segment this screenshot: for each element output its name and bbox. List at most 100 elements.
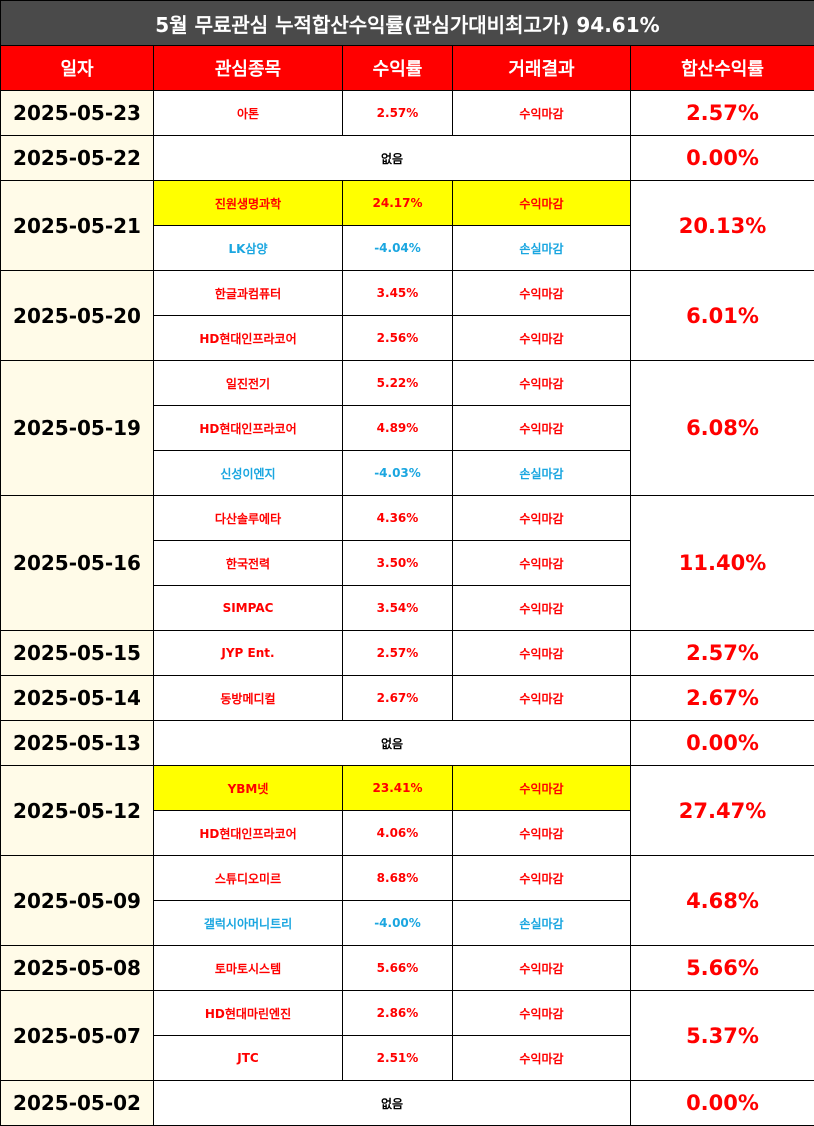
return-cell: 4.89% [342, 405, 453, 451]
date-cell: 2025-05-16 [0, 495, 154, 631]
table-row: 2025-05-12 YBM넷 23.41% 수익마감 27.47% [0, 765, 814, 856]
table-row: 2025-05-02 없음 0.00% [0, 1080, 814, 1126]
table-row: LK삼양 -4.04% 손실마감 [1, 225, 814, 271]
table-body: 2025-05-23 아톤 2.57% 수익마감 2.57% 2025-05-22 없음 0.… [0, 90, 814, 1126]
table-row: 2025-05-20 한글과컴퓨터 3.45% 수익마감 6.01% [0, 270, 814, 361]
stock-name-cell: JTC [153, 1035, 343, 1081]
header-total: 합산수익률 [630, 45, 814, 91]
result-cell: 수익마감 [452, 675, 631, 721]
return-cell: 2.56% [342, 315, 453, 361]
stock-name-cell: JYP Ent. [153, 630, 343, 676]
return-cell: 8.68% [342, 855, 453, 901]
table-row: 2025-05-14 동방메디컬 2.67% 수익마감 2.67% [0, 675, 814, 721]
result-cell: 수익마감 [452, 495, 631, 541]
stock-name-cell: 한글과컴퓨터 [153, 270, 343, 316]
stock-name-cell: 스튜디오미르 [153, 855, 343, 901]
return-cell: -4.03% [342, 450, 453, 496]
return-cell: 4.36% [342, 495, 453, 541]
table-row: 2025-05-13 없음 0.00% [0, 720, 814, 766]
stock-name-cell: HD현대인프라코어 [153, 810, 343, 856]
return-cell: 23.41% [342, 765, 453, 811]
table-row: 2025-05-19 일진전기 5.22% 수익마감 6.08% [0, 360, 814, 496]
result-cell: 수익마감 [452, 360, 631, 406]
header-return: 수익률 [342, 45, 453, 91]
date-cell: 2025-05-22 [0, 135, 154, 181]
no-trade-cell: 없음 [153, 135, 631, 181]
table-row: 2025-05-22 없음 0.00% [0, 135, 814, 181]
total-return-cell: 5.66% [630, 945, 814, 991]
result-cell: 수익마감 [452, 855, 631, 901]
result-cell: 수익마감 [452, 990, 631, 1036]
no-trade-cell: 없음 [153, 720, 631, 766]
stock-name-cell: 진원생명과학 [153, 180, 343, 226]
stock-name-cell: 동방메디컬 [153, 675, 343, 721]
table-row: 2025-05-07 HD현대마린엔진 2.86% 수익마감 5.37% [0, 990, 814, 1081]
table-row: HD현대인프라코어 4.89% 수익마감 [1, 405, 814, 451]
return-cell: 5.22% [342, 360, 453, 406]
return-cell: -4.04% [342, 225, 453, 271]
table-row: JTC 2.51% 수익마감 [1, 1035, 814, 1081]
stock-name-cell: LK삼양 [153, 225, 343, 271]
return-cell: -4.00% [342, 900, 453, 946]
stock-name-cell: 한국전력 [153, 540, 343, 586]
stock-name-cell: HD현대인프라코어 [153, 315, 343, 361]
result-cell: 손실마감 [452, 450, 631, 496]
total-return-cell: 5.37% [630, 990, 814, 1081]
stock-name-cell: HD현대인프라코어 [153, 405, 343, 451]
date-cell: 2025-05-09 [0, 855, 154, 946]
total-return-cell: 6.08% [630, 360, 814, 496]
date-cell: 2025-05-08 [0, 945, 154, 991]
no-trade-cell: 없음 [153, 1080, 631, 1126]
return-cell: 2.67% [342, 675, 453, 721]
return-cell: 5.66% [342, 945, 453, 991]
return-cell: 2.57% [342, 90, 453, 136]
total-return-cell: 2.57% [630, 90, 814, 136]
return-cell: 3.50% [342, 540, 453, 586]
total-return-cell: 20.13% [630, 180, 814, 271]
result-cell: 수익마감 [452, 765, 631, 811]
table-row: HD현대인프라코어 4.06% 수익마감 [1, 810, 814, 856]
table-row: 갤럭시아머니트리 -4.00% 손실마감 [1, 900, 814, 946]
total-return-cell: 0.00% [630, 135, 814, 181]
stock-name-cell: YBM넷 [153, 765, 343, 811]
result-cell: 수익마감 [452, 315, 631, 361]
table-row: 한국전력 3.50% 수익마감 [1, 540, 814, 586]
table-row: 2025-05-08 토마토시스템 5.66% 수익마감 5.66% [0, 945, 814, 991]
result-cell: 수익마감 [452, 810, 631, 856]
table-row: HD현대인프라코어 2.56% 수익마감 [1, 315, 814, 361]
return-cell: 3.54% [342, 585, 453, 631]
result-cell: 수익마감 [452, 540, 631, 586]
table-row: 2025-05-23 아톤 2.57% 수익마감 2.57% [0, 90, 814, 136]
table-row: 2025-05-09 스튜디오미르 8.68% 수익마감 4.68% [0, 855, 814, 946]
table-row: 2025-05-16 다산솔루에타 4.36% 수익마감 11.40% [0, 495, 814, 631]
stock-name-cell: SIMPAC [153, 585, 343, 631]
date-cell: 2025-05-07 [0, 990, 154, 1081]
return-cell: 2.86% [342, 990, 453, 1036]
table-title: 5월 무료관심 누적합산수익률(관심가대비최고가) 94.61% [0, 0, 814, 46]
date-cell: 2025-05-15 [0, 630, 154, 676]
total-return-cell: 2.57% [630, 630, 814, 676]
result-cell: 수익마감 [452, 405, 631, 451]
total-return-cell: 6.01% [630, 270, 814, 361]
table-row: 2025-05-21 진원생명과학 24.17% 수익마감 20.13% [0, 180, 814, 271]
date-cell: 2025-05-21 [0, 180, 154, 271]
date-cell: 2025-05-19 [0, 360, 154, 496]
stock-name-cell: 일진전기 [153, 360, 343, 406]
result-cell: 수익마감 [452, 180, 631, 226]
return-cell: 4.06% [342, 810, 453, 856]
stock-name-cell: 아톤 [153, 90, 343, 136]
total-return-cell: 0.00% [630, 1080, 814, 1126]
return-cell: 24.17% [342, 180, 453, 226]
return-cell: 3.45% [342, 270, 453, 316]
result-cell: 수익마감 [452, 270, 631, 316]
table-row: 2025-05-15 JYP Ent. 2.57% 수익마감 2.57% [0, 630, 814, 676]
table-row: 신성이엔지 -4.03% 손실마감 [1, 450, 814, 496]
stock-name-cell: 토마토시스템 [153, 945, 343, 991]
date-cell: 2025-05-13 [0, 720, 154, 766]
stock-name-cell: 신성이엔지 [153, 450, 343, 496]
date-cell: 2025-05-14 [0, 675, 154, 721]
total-return-cell: 4.68% [630, 855, 814, 946]
result-cell: 수익마감 [452, 585, 631, 631]
result-cell: 수익마감 [452, 630, 631, 676]
